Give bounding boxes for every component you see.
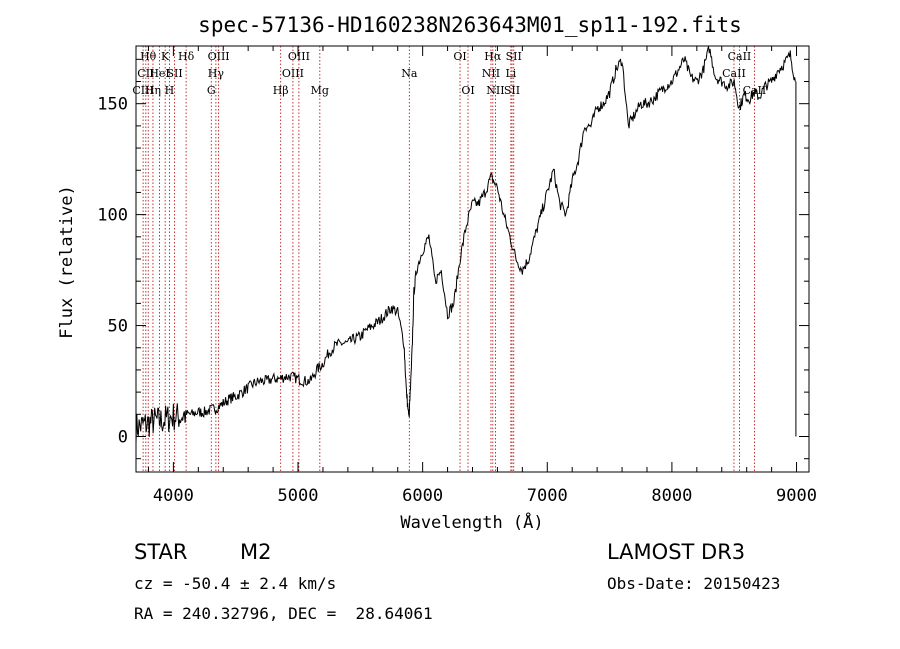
ra-dec: RA = 240.32796, DEC = 28.64061 xyxy=(134,604,433,623)
line-label: H xyxy=(165,84,175,97)
line-label: NII xyxy=(482,67,500,80)
line-label: CII xyxy=(137,67,154,80)
emission-line-markers xyxy=(142,46,755,472)
line-label: Hη xyxy=(145,84,161,97)
line-label: CaII xyxy=(728,50,752,63)
line-label: SII xyxy=(506,50,522,63)
y-tick-label: 0 xyxy=(118,428,128,448)
y-tick-label: 50 xyxy=(108,317,128,337)
chart-title: spec-57136-HD160238N263643M01_sp11-192.f… xyxy=(198,13,742,37)
spectrum-series xyxy=(135,46,797,444)
line-label: Hθ xyxy=(140,50,157,63)
line-label: OI xyxy=(453,50,466,63)
y-tick-label: 150 xyxy=(97,95,128,115)
line-label: Na xyxy=(401,67,418,80)
line-label: Hα xyxy=(484,50,502,63)
line-label: CaII xyxy=(722,67,746,80)
line-label: Hβ xyxy=(273,84,289,97)
line-label: G xyxy=(207,84,216,97)
line-label: Mg xyxy=(311,84,329,97)
object-class: STAR xyxy=(134,540,188,564)
x-axis-label: Wavelength (Å) xyxy=(400,511,543,533)
line-label: CIII xyxy=(132,84,153,97)
x-tick-label: 7000 xyxy=(527,486,568,506)
line-label: Li xyxy=(505,67,516,80)
x-tick-label: 4000 xyxy=(153,486,194,506)
spectrum-line xyxy=(135,46,796,444)
redshift-cz: cz = -50.4 ± 2.4 km/s xyxy=(134,574,337,593)
line-label: NII xyxy=(486,84,504,97)
line-label: OI xyxy=(461,84,474,97)
x-tick-label: 5000 xyxy=(278,486,319,506)
line-label: HeI xyxy=(149,67,169,80)
line-label: OIII xyxy=(288,50,310,63)
object-subclass: M2 xyxy=(240,540,272,564)
y-axis-label: Flux (relative) xyxy=(57,185,77,339)
line-label: K xyxy=(161,50,170,63)
x-tick-label: 6000 xyxy=(402,486,443,506)
line-label: Hγ xyxy=(208,67,225,80)
line-label: SII xyxy=(504,84,520,97)
line-label: OIII xyxy=(208,50,230,63)
x-tick-label: 8000 xyxy=(651,486,692,506)
y-tick-label: 100 xyxy=(97,206,128,226)
obs-date: Obs-Date: 20150423 xyxy=(607,574,781,593)
survey-name: LAMOST DR3 xyxy=(607,540,746,564)
plot-frame xyxy=(135,45,810,473)
line-label: OIII xyxy=(282,67,304,80)
line-label: Hδ xyxy=(178,50,195,63)
axes: 4000 5000 6000 7000 8000 9000 0 50 100 150 xyxy=(97,46,817,506)
line-label: SII xyxy=(167,67,183,80)
x-tick-label: 9000 xyxy=(776,486,817,506)
